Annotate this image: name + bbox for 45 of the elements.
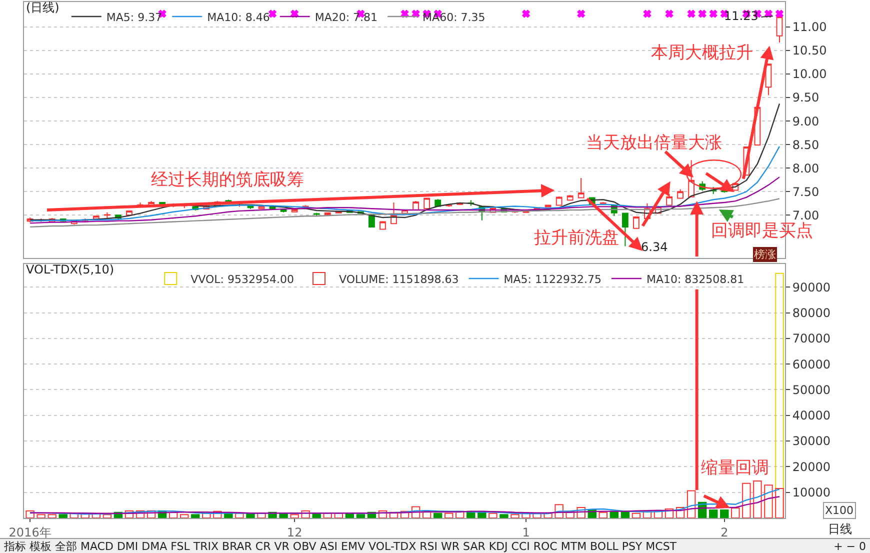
text: 日线	[828, 522, 852, 536]
y-tick-label: 10.00	[792, 67, 827, 82]
annotation: 本周大概拉升	[651, 43, 753, 63]
chart-title: (日线)	[26, 0, 60, 14]
annotation: 回调即是买点	[711, 221, 813, 241]
annotation: 缩量回调	[701, 458, 769, 478]
annotation: 6.34	[641, 240, 668, 254]
y-tick-label: 10000	[792, 486, 831, 500]
y-tick-label: 70000	[792, 332, 831, 346]
y-tick-label: 8.00	[792, 161, 820, 176]
y-tick-label: 90000	[792, 280, 831, 294]
annotation: 榜涨	[754, 248, 776, 261]
text: + − 0	[834, 540, 866, 552]
x-tick-label: 1	[522, 525, 530, 540]
y-tick-label: 40000	[792, 408, 831, 423]
annotation: 当天放出倍量大涨	[586, 133, 722, 153]
text: 指标 模板 全部 MACD DMI DMA FSL TRIX BRAR CR VR OBV ASI EMV VOL-TDX RSI WR SAR KDJ CCI ROC MTM BOLL PSY MCST	[4, 538, 677, 553]
legend-label: MA20: 7.81	[314, 10, 378, 24]
legend-label: MA10: 8.46	[207, 10, 270, 24]
legend-label: MA60: 7.35	[422, 10, 486, 24]
y-tick-label: 7.50	[792, 184, 820, 199]
legend-label: MA10: 832508.81	[646, 272, 744, 286]
x-tick-label: 2	[720, 525, 728, 540]
y-tick-label: 50000	[792, 382, 831, 397]
text: X100	[825, 504, 854, 517]
legend-label: MA5: 1122932.75	[504, 272, 602, 286]
legend-label: VOLUME: 1151898.63	[339, 272, 459, 286]
legend-label: VVOL: 9532954.00	[190, 272, 294, 286]
y-tick-label: 8.50	[792, 138, 820, 152]
y-tick-label: 30000	[792, 434, 831, 448]
annotation: 拉升前洗盘	[534, 228, 619, 248]
y-tick-label: 11.00	[792, 20, 827, 34]
y-tick-label: 60000	[792, 357, 831, 372]
y-tick-label: 9.50	[792, 90, 820, 105]
annotation: 经过长期的筑底吸筹	[151, 170, 304, 190]
y-tick-label: 9.00	[792, 114, 820, 128]
y-tick-label: 7.00	[792, 208, 820, 222]
chart-title: VOL-TDX(5,10)	[26, 262, 114, 276]
y-tick-label: 20000	[792, 460, 831, 474]
y-tick-label: 80000	[792, 306, 831, 320]
y-tick-label: 10.50	[792, 44, 827, 58]
x-tick-label: 12	[286, 525, 302, 540]
legend-label: MA5: 9.37	[106, 10, 162, 24]
annotation: 11.23	[724, 9, 758, 23]
x-tick-label: 2016年	[8, 525, 52, 540]
